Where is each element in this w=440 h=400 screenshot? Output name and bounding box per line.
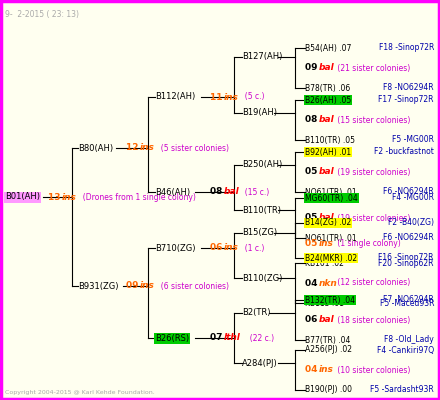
Text: F17 -Sinop72R: F17 -Sinop72R — [378, 96, 434, 104]
Text: B24(MKR) .02: B24(MKR) .02 — [305, 254, 357, 262]
Text: 09: 09 — [305, 64, 321, 72]
Text: B250(AH): B250(AH) — [242, 160, 282, 170]
Text: ins: ins — [224, 92, 238, 102]
Text: 12: 12 — [126, 144, 142, 152]
Text: F2 -buckfastnot: F2 -buckfastnot — [374, 148, 434, 156]
Text: 08: 08 — [210, 188, 225, 196]
Text: B77(TR) .04: B77(TR) .04 — [305, 336, 350, 344]
Text: F20 -Sinop62R: F20 -Sinop62R — [378, 258, 434, 268]
Text: 05: 05 — [305, 238, 320, 248]
Text: ins: ins — [224, 244, 238, 252]
Text: ins: ins — [139, 282, 154, 290]
Text: B78(TR) .06: B78(TR) .06 — [305, 84, 350, 92]
Text: 07: 07 — [210, 334, 226, 342]
Text: F6 -NO6294R: F6 -NO6294R — [383, 188, 434, 196]
Text: 08: 08 — [305, 116, 320, 124]
Text: F5 -Maced93R: F5 -Maced93R — [379, 298, 434, 308]
Text: lthl: lthl — [224, 334, 241, 342]
Text: B710(ZG): B710(ZG) — [155, 244, 195, 252]
Text: B127(AH): B127(AH) — [242, 52, 282, 62]
Text: F8 -Old_Lady: F8 -Old_Lady — [384, 336, 434, 344]
Text: B26(RS): B26(RS) — [155, 334, 189, 342]
Text: (22 c.): (22 c.) — [245, 334, 274, 342]
Text: (5 c.): (5 c.) — [240, 92, 264, 102]
Text: B132(TR) .04: B132(TR) .04 — [305, 296, 355, 304]
Text: B112(AH): B112(AH) — [155, 92, 195, 102]
Text: bal: bal — [319, 214, 334, 222]
Text: KB113 .01: KB113 .01 — [305, 298, 344, 308]
Text: (15 sister colonies): (15 sister colonies) — [335, 116, 411, 124]
Text: B26(AH) .05: B26(AH) .05 — [305, 96, 351, 104]
Text: B2(TR): B2(TR) — [242, 308, 271, 318]
Text: B46(AH): B46(AH) — [155, 188, 190, 196]
Text: F2 -B40(ZG): F2 -B40(ZG) — [388, 218, 434, 228]
Text: B110(ZG): B110(ZG) — [242, 274, 282, 282]
Text: (21 sister colonies): (21 sister colonies) — [335, 64, 410, 72]
Text: B54(AH) .07: B54(AH) .07 — [305, 44, 352, 52]
Text: (10 sister colonies): (10 sister colonies) — [335, 366, 411, 374]
Text: Copyright 2004-2015 @ Karl Kehde Foundation.: Copyright 2004-2015 @ Karl Kehde Foundat… — [5, 390, 155, 395]
Text: (6 sister colonies): (6 sister colonies) — [156, 282, 229, 290]
Text: bal: bal — [319, 116, 334, 124]
Text: B110(TR) .05: B110(TR) .05 — [305, 136, 355, 144]
Text: B01(AH): B01(AH) — [5, 192, 40, 202]
Text: B110(TR): B110(TR) — [242, 206, 281, 214]
Text: F7 -NO6294R: F7 -NO6294R — [383, 296, 434, 304]
Text: (18 sister colonies): (18 sister colonies) — [335, 316, 410, 324]
Text: B931(ZG): B931(ZG) — [78, 282, 118, 290]
Text: (5 sister colonies): (5 sister colonies) — [156, 144, 229, 152]
Text: F6 -NO6294R: F6 -NO6294R — [383, 234, 434, 242]
Text: A284(PJ): A284(PJ) — [242, 358, 278, 368]
Text: bal: bal — [319, 168, 334, 176]
Text: 06: 06 — [305, 316, 320, 324]
Text: (12 sister colonies): (12 sister colonies) — [335, 278, 410, 288]
Text: ins: ins — [139, 144, 154, 152]
Text: B190(PJ) .00: B190(PJ) .00 — [305, 386, 352, 394]
Text: F18 -Sinop72R: F18 -Sinop72R — [379, 44, 434, 52]
Text: 11: 11 — [210, 92, 226, 102]
Text: 06: 06 — [210, 244, 225, 252]
Text: 13: 13 — [48, 192, 64, 202]
Text: ins: ins — [319, 238, 334, 248]
Text: 05: 05 — [305, 168, 320, 176]
Text: bal: bal — [319, 64, 334, 72]
Text: F16 -Sinop72R: F16 -Sinop72R — [378, 254, 434, 262]
Text: (Drones from 1 single colony): (Drones from 1 single colony) — [78, 192, 196, 202]
Text: (19 sister colonies): (19 sister colonies) — [335, 214, 411, 222]
Text: A256(PJ) .02: A256(PJ) .02 — [305, 346, 352, 354]
Text: F5 -Sardasht93R: F5 -Sardasht93R — [370, 386, 434, 394]
Text: F4 -Cankiri97Q: F4 -Cankiri97Q — [377, 346, 434, 354]
Text: B19(AH): B19(AH) — [242, 108, 277, 118]
Text: (19 sister colonies): (19 sister colonies) — [335, 168, 411, 176]
Text: F8 -NO6294R: F8 -NO6294R — [383, 84, 434, 92]
Text: NO61(TR) .01: NO61(TR) .01 — [305, 234, 357, 242]
Text: F4 -MG00R: F4 -MG00R — [392, 194, 434, 202]
Text: (15 c.): (15 c.) — [240, 188, 269, 196]
Text: (1 single colony): (1 single colony) — [335, 238, 401, 248]
Text: nkn: nkn — [319, 278, 337, 288]
Text: B15(ZG): B15(ZG) — [242, 228, 277, 238]
Text: ins: ins — [319, 366, 334, 374]
Text: NO61(TR) .01: NO61(TR) .01 — [305, 188, 357, 196]
Text: B14(ZG) .02: B14(ZG) .02 — [305, 218, 351, 228]
Text: bal: bal — [224, 188, 239, 196]
Text: MG60(TR) .04: MG60(TR) .04 — [305, 194, 358, 202]
Text: B92(AH) .01: B92(AH) .01 — [305, 148, 351, 156]
Text: bal: bal — [319, 316, 334, 324]
Text: 05: 05 — [305, 214, 320, 222]
Text: 9-  2-2015 ( 23: 13): 9- 2-2015 ( 23: 13) — [5, 10, 79, 19]
Text: B80(AH): B80(AH) — [78, 144, 113, 152]
Text: 09: 09 — [126, 282, 142, 290]
Text: (1 c.): (1 c.) — [240, 244, 264, 252]
Text: 04: 04 — [305, 278, 321, 288]
Text: ins: ins — [62, 192, 77, 202]
Text: KB101 .02: KB101 .02 — [305, 258, 344, 268]
Text: 04: 04 — [305, 366, 321, 374]
Text: F5 -MG00R: F5 -MG00R — [392, 136, 434, 144]
